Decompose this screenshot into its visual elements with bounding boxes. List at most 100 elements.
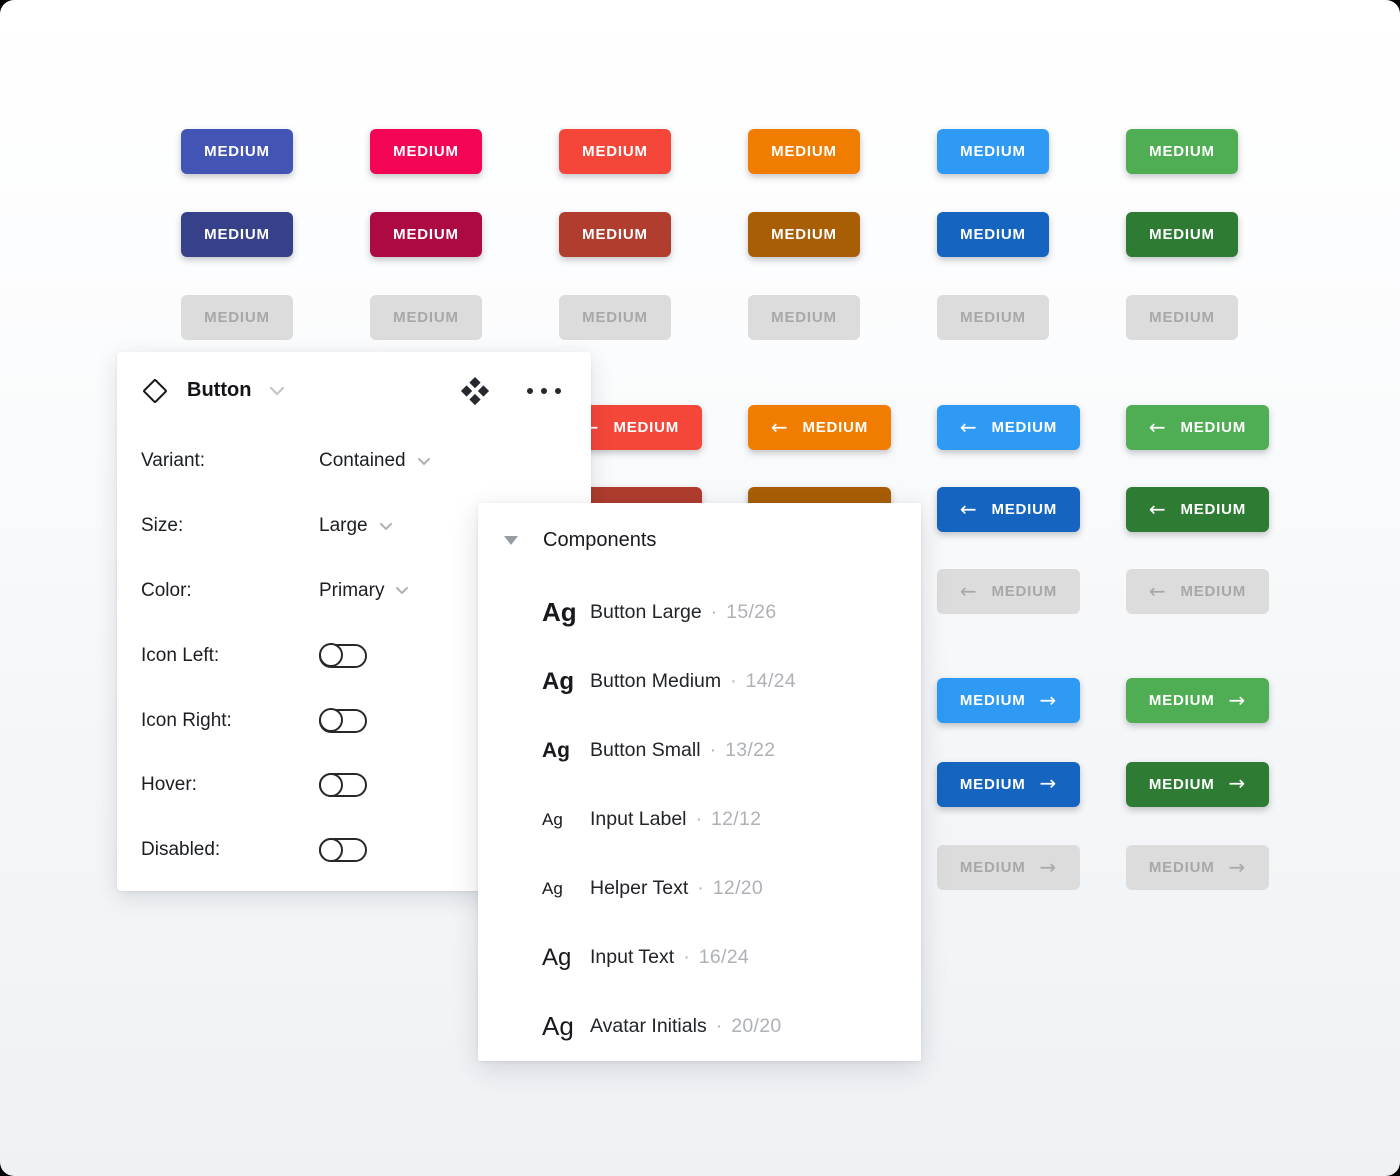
medium-button-primary[interactable]: ← MEDIUM <box>937 405 1080 450</box>
component-size: 14/24 <box>745 670 796 692</box>
button-panel-header: Button <box>117 352 591 429</box>
button-label: MEDIUM <box>1148 859 1215 876</box>
component-size: 15/26 <box>726 601 777 623</box>
arrow-right-icon: → <box>1228 687 1247 712</box>
component-name: Avatar Initials <box>590 1015 707 1037</box>
medium-button-dark[interactable]: MEDIUM <box>370 212 482 257</box>
medium-button-primary[interactable]: MEDIUM → <box>937 678 1080 723</box>
more-options-icon[interactable] <box>527 387 561 394</box>
arrow-left-icon: ← <box>959 496 978 521</box>
dot-separator: · <box>709 739 717 761</box>
medium-button-primary[interactable]: MEDIUM <box>1126 129 1238 174</box>
medium-button-disabled[interactable]: MEDIUM → <box>937 845 1080 890</box>
medium-button-primary[interactable]: MEDIUM <box>181 129 293 174</box>
component-size: 13/22 <box>725 739 776 761</box>
medium-button-primary[interactable]: MEDIUM <box>370 129 482 174</box>
medium-button-dark[interactable]: MEDIUM → <box>1126 761 1269 807</box>
dot-separator: · <box>715 1015 723 1037</box>
property-row-hover: Hover: <box>117 753 591 818</box>
medium-button-disabled[interactable]: MEDIUM → <box>1126 845 1269 890</box>
component-list-item[interactable]: Ag Helper Text · 12/20 <box>478 854 985 923</box>
medium-button-disabled[interactable]: ← MEDIUM <box>937 569 1080 614</box>
component-list-item[interactable]: Ag Avatar Initials · 20/20 <box>478 992 985 1061</box>
medium-button-primary[interactable]: ← MEDIUM <box>1126 405 1269 450</box>
icon-left-toggle[interactable] <box>318 643 367 668</box>
medium-button-dark[interactable]: ← MEDIUM <box>937 487 1080 532</box>
button-label: MEDIUM <box>613 419 680 436</box>
arrow-left-icon: ← <box>1148 496 1167 521</box>
hover-toggle[interactable] <box>318 772 367 798</box>
arrow-right-icon: → <box>1039 771 1058 795</box>
disabled-label: Disabled: <box>141 839 221 861</box>
medium-button-disabled[interactable]: MEDIUM <box>559 295 671 340</box>
medium-button-dark[interactable]: MEDIUM <box>748 212 860 257</box>
button-label: MEDIUM <box>1149 143 1215 160</box>
medium-button-disabled[interactable]: MEDIUM <box>748 295 860 340</box>
component-size: 12/20 <box>712 877 764 899</box>
medium-button-disabled[interactable]: MEDIUM <box>937 295 1049 340</box>
component-name: Helper Text <box>590 877 689 899</box>
button-label: MEDIUM <box>582 309 648 326</box>
medium-button-dark[interactable]: MEDIUM <box>559 212 671 257</box>
chevron-down-icon <box>379 522 392 530</box>
arrow-right-icon: → <box>1039 687 1058 712</box>
chevron-down-icon[interactable] <box>269 386 285 396</box>
button-label: MEDIUM <box>1180 419 1247 436</box>
medium-button-primary[interactable]: MEDIUM <box>748 129 860 174</box>
arrow-right-icon: → <box>1039 854 1058 879</box>
component-list-item[interactable]: Ag Button Medium · 14/24 <box>478 647 985 716</box>
property-row-size: Size: Large <box>117 494 591 559</box>
medium-button-primary[interactable]: MEDIUM <box>937 129 1049 174</box>
component-size: 16/24 <box>698 946 750 968</box>
icon-right-toggle[interactable] <box>318 708 367 733</box>
medium-button-disabled[interactable]: MEDIUM <box>1126 295 1238 340</box>
medium-button-dark[interactable]: MEDIUM <box>1126 212 1238 257</box>
disabled-toggle[interactable] <box>318 837 367 863</box>
component-icon[interactable] <box>460 376 490 406</box>
variant-label: Variant: <box>141 450 206 472</box>
button-label: MEDIUM <box>959 859 1026 876</box>
variant-dropdown[interactable]: Contained <box>319 450 431 472</box>
color-value: Primary <box>319 579 385 601</box>
size-dropdown[interactable]: Large <box>319 515 393 537</box>
button-label: MEDIUM <box>393 309 459 326</box>
medium-button-disabled[interactable]: ← MEDIUM <box>1126 569 1269 614</box>
button-label: MEDIUM <box>1148 775 1215 793</box>
collapse-triangle-icon[interactable] <box>504 536 518 545</box>
medium-button-primary[interactable]: MEDIUM <box>559 129 671 174</box>
button-label: MEDIUM <box>771 309 837 326</box>
medium-button-dark[interactable]: ← MEDIUM <box>1126 487 1269 532</box>
component-diamond-icon <box>142 377 168 404</box>
property-row-icon-right: Icon Right: <box>117 688 591 753</box>
button-label: MEDIUM <box>1149 226 1215 243</box>
medium-button-dark[interactable]: MEDIUM <box>181 212 293 257</box>
component-list-item[interactable]: Ag Input Label · 12/12 <box>478 785 985 854</box>
components-panel: Components Ag Button Large · 15/26 Ag Button … <box>478 503 921 1061</box>
button-label: MEDIUM <box>960 226 1026 243</box>
dot-separator: · <box>710 601 718 623</box>
component-name: Button Large <box>590 601 702 623</box>
type-preview-ag: Ag <box>542 878 563 898</box>
component-list-item[interactable]: Ag Button Small · 13/22 <box>478 716 985 785</box>
medium-button-primary[interactable]: MEDIUM → <box>1126 678 1269 723</box>
arrow-right-icon: → <box>1228 854 1247 879</box>
medium-button-dark[interactable]: MEDIUM <box>937 212 1049 257</box>
button-label: MEDIUM <box>393 226 459 243</box>
arrow-left-icon: ← <box>1148 578 1167 603</box>
toggle-knob <box>318 643 343 668</box>
arrow-left-icon: ← <box>959 578 978 603</box>
color-dropdown[interactable]: Primary <box>319 580 409 602</box>
medium-button-disabled[interactable]: MEDIUM <box>370 295 482 340</box>
arrow-left-icon: ← <box>1148 414 1167 439</box>
medium-button-dark[interactable]: MEDIUM → <box>937 761 1080 807</box>
components-list: Ag Button Large · 15/26 Ag Button Medium · 14/2… <box>478 578 921 1061</box>
button-label: MEDIUM <box>960 309 1026 326</box>
button-label: MEDIUM <box>204 143 270 160</box>
button-label: MEDIUM <box>771 226 837 243</box>
component-list-item[interactable]: Ag Input Text · 16/24 <box>478 923 985 992</box>
medium-button-disabled[interactable]: MEDIUM <box>181 295 293 340</box>
component-list-item[interactable]: Ag Button Large · 15/26 <box>478 578 985 647</box>
medium-button-primary[interactable]: ← MEDIUM <box>748 405 891 450</box>
dot-separator: · <box>697 877 704 899</box>
component-name: Button Medium <box>590 670 722 692</box>
